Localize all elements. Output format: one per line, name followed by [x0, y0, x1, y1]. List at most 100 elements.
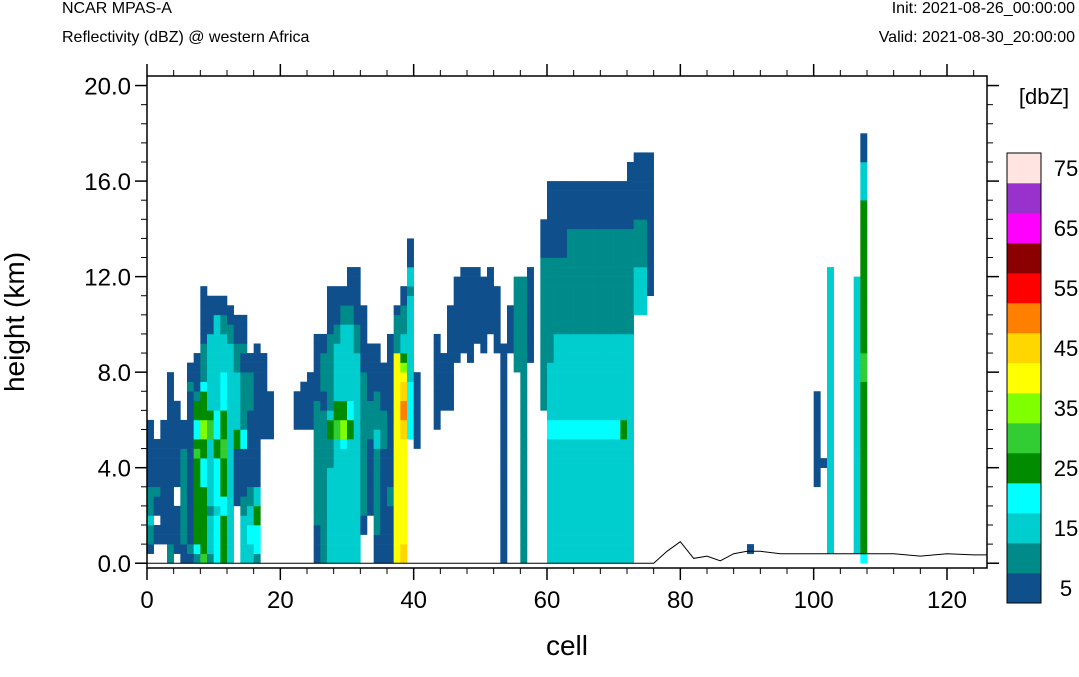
- reflectivity-cell: [327, 381, 334, 392]
- reflectivity-cell: [400, 333, 408, 344]
- reflectivity-cell: [173, 467, 181, 478]
- reflectivity-cell: [327, 314, 334, 325]
- reflectivity-cell: [613, 419, 621, 430]
- reflectivity-cell: [633, 257, 641, 268]
- reflectivity-cell: [620, 534, 628, 545]
- reflectivity-cell: [340, 353, 348, 363]
- reflectivity-cell: [547, 496, 554, 507]
- reflectivity-cell: [500, 534, 508, 545]
- reflectivity-cell: [587, 534, 594, 545]
- reflectivity-cell: [313, 429, 321, 440]
- reflectivity-cell: [613, 343, 621, 354]
- reflectivity-cell: [627, 448, 634, 459]
- reflectivity-cell: [620, 553, 628, 564]
- reflectivity-cell: [640, 228, 648, 239]
- reflectivity-cell: [500, 525, 508, 535]
- reflectivity-cell: [380, 553, 388, 564]
- reflectivity-cell: [220, 381, 228, 392]
- reflectivity-cell: [567, 219, 574, 230]
- reflectivity-cell: [293, 391, 301, 402]
- reflectivity-cell: [447, 343, 454, 354]
- reflectivity-cell: [593, 333, 601, 344]
- reflectivity-cell: [393, 505, 401, 516]
- reflectivity-cell: [200, 381, 208, 392]
- reflectivity-cell: [853, 286, 861, 297]
- reflectivity-cell: [520, 410, 528, 421]
- reflectivity-cell: [547, 209, 554, 220]
- colorbar-swatch: [1007, 213, 1041, 244]
- reflectivity-cell: [620, 467, 628, 478]
- reflectivity-cell: [540, 238, 548, 249]
- reflectivity-cell: [347, 353, 354, 363]
- reflectivity-cell: [640, 200, 648, 211]
- reflectivity-cell: [447, 400, 454, 411]
- reflectivity-cell: [433, 372, 441, 383]
- reflectivity-cell: [467, 267, 474, 277]
- reflectivity-cell: [227, 429, 234, 440]
- reflectivity-cell: [627, 458, 634, 468]
- reflectivity-cell: [747, 544, 754, 554]
- reflectivity-cell: [853, 372, 861, 383]
- reflectivity-cell: [193, 505, 201, 516]
- reflectivity-cell: [580, 458, 588, 468]
- reflectivity-cell: [573, 496, 581, 507]
- reflectivity-cell: [373, 343, 381, 354]
- reflectivity-cell: [573, 257, 581, 268]
- reflectivity-cell: [253, 343, 261, 354]
- reflectivity-cell: [260, 362, 268, 373]
- reflectivity-cell: [607, 372, 614, 383]
- reflectivity-cell: [627, 486, 634, 497]
- reflectivity-cell: [320, 486, 328, 497]
- reflectivity-cell: [853, 400, 861, 411]
- reflectivity-cell: [620, 238, 628, 249]
- reflectivity-cell: [813, 429, 821, 440]
- reflectivity-cell: [580, 439, 588, 449]
- reflectivity-cell: [193, 553, 201, 564]
- reflectivity-cell: [560, 286, 568, 297]
- reflectivity-cell: [540, 276, 548, 287]
- reflectivity-cell: [187, 372, 194, 383]
- reflectivity-cell: [567, 467, 574, 478]
- reflectivity-cell: [233, 486, 241, 497]
- reflectivity-cell: [520, 515, 528, 526]
- reflectivity-cell: [193, 448, 201, 459]
- colorbar-swatch: [1007, 303, 1041, 334]
- reflectivity-cell: [633, 161, 641, 172]
- reflectivity-cell: [387, 419, 394, 430]
- reflectivity-cell: [247, 496, 254, 507]
- reflectivity-cell: [567, 458, 574, 468]
- reflectivity-cell: [620, 209, 628, 220]
- reflectivity-cell: [627, 295, 634, 306]
- reflectivity-cell: [593, 190, 601, 201]
- reflectivity-cell: [413, 419, 421, 430]
- reflectivity-cell: [560, 181, 568, 191]
- reflectivity-cell: [327, 305, 334, 316]
- reflectivity-cell: [407, 267, 414, 277]
- reflectivity-cell: [607, 505, 614, 516]
- reflectivity-cell: [333, 333, 341, 344]
- reflectivity-cell: [400, 544, 408, 554]
- reflectivity-cell: [620, 257, 628, 268]
- reflectivity-cell: [827, 525, 834, 535]
- reflectivity-cell: [547, 362, 554, 373]
- reflectivity-cell: [173, 525, 181, 535]
- reflectivity-cell: [180, 429, 188, 440]
- reflectivity-cell: [580, 381, 588, 392]
- reflectivity-cell: [200, 448, 208, 459]
- reflectivity-cell: [600, 372, 608, 383]
- colorbar-label: 35: [1054, 396, 1078, 421]
- reflectivity-cell: [547, 190, 554, 201]
- reflectivity-cell: [407, 353, 414, 363]
- reflectivity-cell: [360, 324, 368, 335]
- reflectivity-cell: [560, 515, 568, 526]
- reflectivity-cell: [613, 515, 621, 526]
- reflectivity-cell: [560, 247, 568, 258]
- reflectivity-cell: [587, 410, 594, 421]
- reflectivity-cell: [613, 429, 621, 440]
- reflectivity-cell: [347, 362, 354, 373]
- reflectivity-cell: [407, 400, 414, 411]
- reflectivity-cell: [553, 553, 561, 564]
- reflectivity-cell: [573, 372, 581, 383]
- reflectivity-cell: [500, 381, 508, 392]
- reflectivity-cell: [347, 295, 354, 306]
